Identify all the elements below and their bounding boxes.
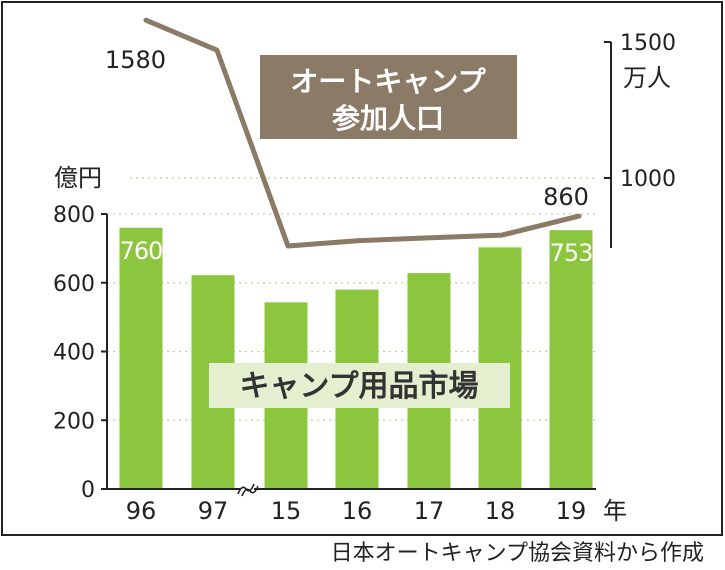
right-axis: 1000 1500 万人 — [604, 31, 676, 248]
x-tick-label: 16 — [342, 497, 373, 525]
x-tick-label: 15 — [271, 497, 302, 525]
bar-series-label-text: キャンプ用品市場 — [239, 369, 478, 404]
line-data-label: 860 — [543, 183, 589, 211]
x-tick-label: 19 — [556, 497, 587, 525]
line-series-label-line1: オートキャンプ — [290, 65, 486, 98]
bar-series-label: キャンプ用品市場 — [209, 363, 510, 408]
line-series-label-line2: 参加人口 — [332, 102, 444, 135]
left-tick-label: 400 — [53, 341, 95, 366]
left-axis-unit: 億円 — [54, 164, 102, 192]
line-data-label: 1580 — [105, 46, 166, 74]
right-axis-unit: 万人 — [623, 64, 671, 92]
axis-break-mark — [237, 483, 259, 497]
bar-series-label-bg — [209, 363, 510, 408]
x-axis: 96 97 15 16 17 18 19 年 — [107, 483, 627, 525]
line-series-path — [143, 17, 582, 249]
line-series-label-bg — [260, 55, 517, 139]
x-tick-label: 18 — [485, 497, 516, 525]
left-axis: 0 200 400 600 800 億円 — [53, 164, 108, 503]
right-tick-label: 1500 — [620, 31, 676, 56]
x-tick-label: 97 — [198, 497, 229, 525]
line-series-label: オートキャンプ 参加人口 — [260, 55, 517, 139]
x-tick-label: 17 — [414, 497, 445, 525]
left-tick-label: 800 — [53, 203, 95, 228]
x-axis-unit: 年 — [603, 497, 627, 525]
left-tick-label: 0 — [81, 478, 95, 503]
bar — [549, 230, 593, 489]
right-tick-label: 1000 — [620, 167, 676, 192]
left-tick-label: 600 — [53, 272, 95, 297]
x-tick-label: 96 — [126, 497, 157, 525]
source-note: 日本オートキャンプ協会資料から作成 — [331, 541, 704, 566]
bar-data-label: 760 — [120, 237, 163, 265]
left-tick-label: 200 — [53, 409, 95, 434]
bar — [119, 227, 163, 489]
bar-data-label: 753 — [550, 239, 593, 267]
